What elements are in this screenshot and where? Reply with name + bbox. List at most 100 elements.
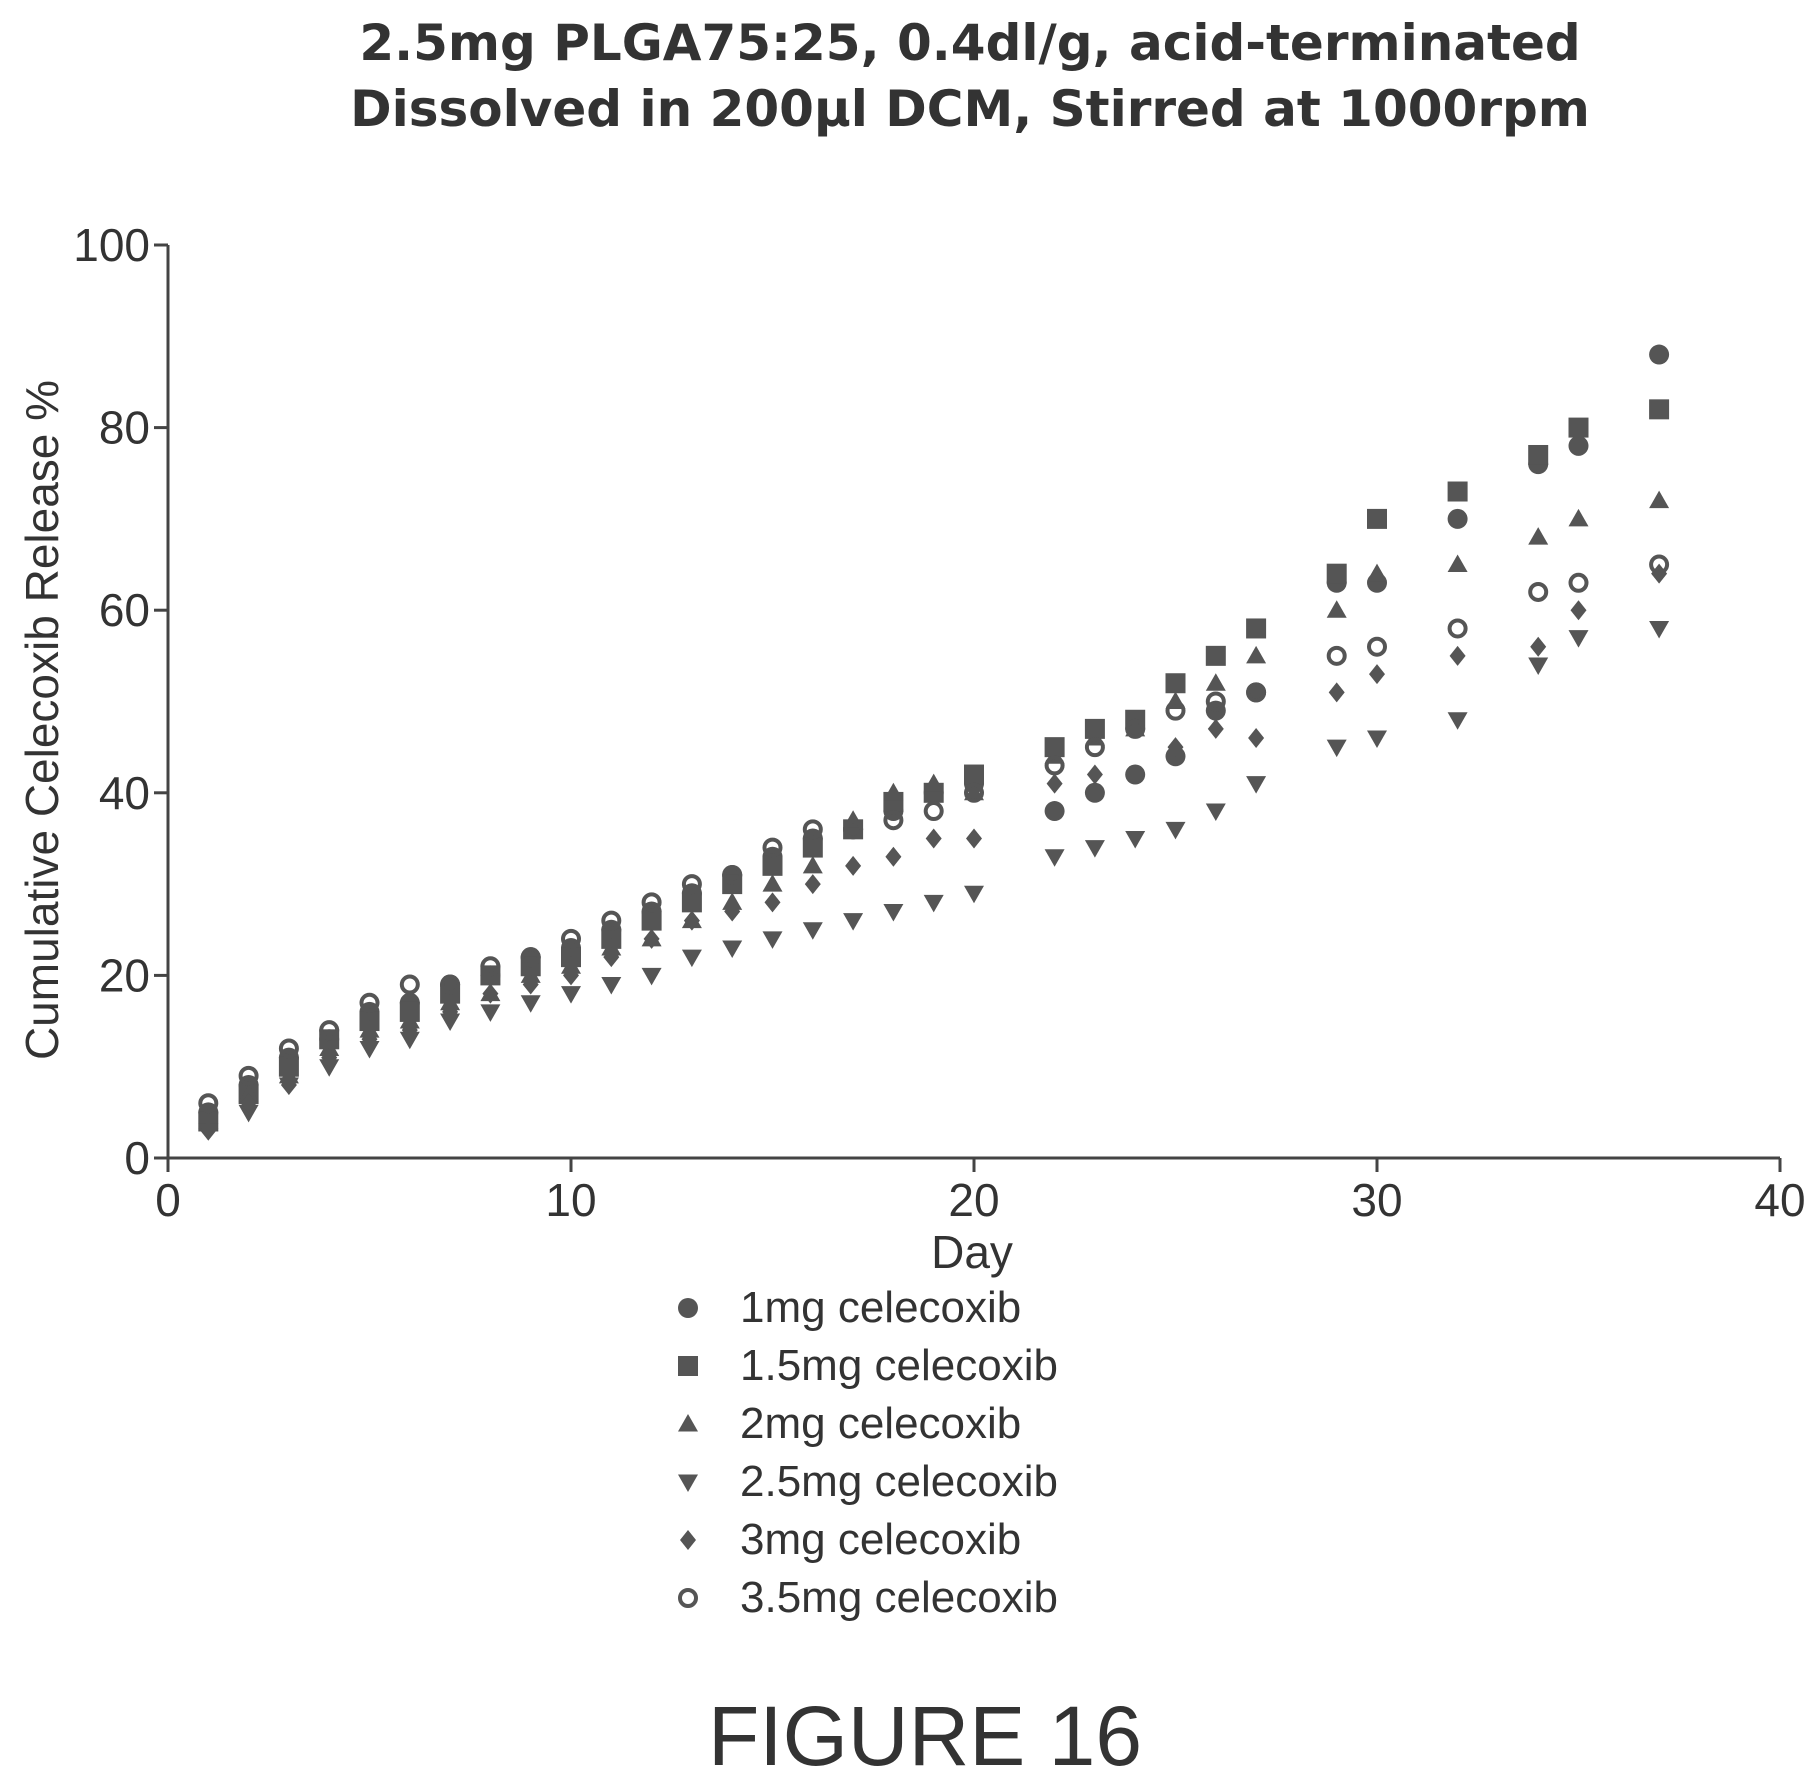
data-point (1649, 620, 1670, 639)
data-point (843, 819, 864, 840)
legend-label: 2.5mg celecoxib (740, 1457, 1058, 1506)
y-tick-label: 40 (99, 767, 150, 819)
data-point (1205, 673, 1226, 691)
legend-label: 1.5mg celecoxib (740, 1341, 1058, 1390)
data-point (762, 874, 783, 892)
data-point (1044, 849, 1065, 867)
y-tick-label: 100 (73, 219, 150, 271)
data-point (1367, 563, 1387, 582)
data-point (440, 1013, 461, 1032)
data-point (964, 782, 984, 801)
series-triangle-up (198, 490, 1670, 1129)
legend-marker (678, 1414, 698, 1432)
legend-marker (678, 1474, 698, 1492)
legend-label: 3.5mg celecoxib (740, 1573, 1058, 1622)
data-point (1167, 737, 1184, 758)
data-point (1046, 773, 1063, 794)
x-tick-label: 0 (155, 1174, 181, 1226)
legend-item: 3.5mg celecoxib (678, 1573, 1058, 1622)
data-point (1207, 718, 1224, 739)
data-point (1447, 554, 1468, 573)
data-point (1568, 417, 1589, 438)
data-point (845, 855, 862, 876)
chart-title-line-1: 2.5mg PLGA75:25, 0.4dl/g, acid-terminate… (359, 14, 1580, 72)
y-tick-label: 20 (99, 949, 150, 1001)
data-point (1369, 664, 1385, 685)
data-point (563, 965, 579, 986)
data-point (1528, 657, 1549, 675)
data-point (1326, 645, 1347, 666)
data-point (641, 967, 662, 986)
data-point (280, 1074, 297, 1095)
data-point (480, 956, 501, 977)
data-point (802, 922, 823, 940)
data-point (1246, 618, 1267, 639)
series-square (198, 399, 1670, 1132)
y-tick-label: 60 (99, 584, 150, 636)
plot-points (198, 344, 1670, 1141)
data-point (762, 855, 783, 876)
data-point (883, 810, 904, 831)
data-point (561, 928, 581, 949)
data-point (1568, 435, 1589, 456)
data-point (804, 874, 821, 895)
data-point (764, 892, 781, 913)
data-point (1044, 755, 1065, 776)
data-point (442, 1001, 459, 1022)
data-point (520, 965, 541, 983)
data-point (885, 846, 902, 867)
data-point (399, 1031, 420, 1050)
data-point (520, 995, 541, 1013)
data-point (482, 983, 499, 1004)
y-tick-label: 0 (124, 1132, 150, 1184)
data-point (1246, 776, 1267, 794)
data-point (1367, 636, 1387, 657)
data-point (1246, 645, 1267, 664)
legend-label: 2mg celecoxib (740, 1399, 1021, 1448)
data-point (1127, 764, 1144, 785)
data-point (1125, 718, 1146, 737)
data-point (1367, 508, 1387, 529)
data-point (1205, 803, 1226, 822)
series-circle-open (198, 554, 1670, 1114)
data-point (681, 874, 702, 895)
x-tick-label: 20 (948, 1174, 999, 1226)
data-point (1326, 739, 1347, 758)
data-point (440, 992, 461, 1011)
data-point (681, 949, 702, 968)
legend-label: 3mg celecoxib (740, 1515, 1021, 1564)
data-point (802, 819, 823, 840)
data-point (561, 986, 581, 1004)
data-point (1248, 728, 1265, 749)
data-point (883, 903, 904, 922)
data-point (724, 901, 741, 922)
data-point (1528, 444, 1549, 465)
data-point (1205, 691, 1226, 712)
data-point (238, 1084, 259, 1102)
data-point (1649, 399, 1670, 420)
data-point (966, 828, 982, 849)
data-point (1367, 730, 1387, 749)
data-point (319, 1038, 340, 1056)
data-point (964, 782, 984, 803)
x-axis-label: Day (931, 1226, 1013, 1278)
data-point (1165, 821, 1186, 840)
series-triangle-down (198, 620, 1670, 1141)
data-point (1447, 481, 1468, 502)
data-point (319, 1059, 340, 1077)
data-point (1205, 645, 1226, 666)
series-diamond (200, 563, 1668, 1141)
y-axis-label: Cumulative Celecoxib Release % (16, 380, 68, 1060)
legend-item: 1.5mg celecoxib (678, 1341, 1058, 1390)
data-point (1447, 508, 1468, 529)
legend-marker (678, 1588, 698, 1608)
data-point (1165, 700, 1186, 721)
data-point (1528, 527, 1549, 545)
data-point (923, 773, 944, 792)
data-point (1530, 636, 1547, 657)
data-point (802, 855, 823, 874)
legend-marker (678, 1298, 698, 1318)
data-point (843, 913, 864, 931)
chart-title-line-2: Dissolved in 200µl DCM, Stirred at 1000r… (350, 80, 1590, 138)
